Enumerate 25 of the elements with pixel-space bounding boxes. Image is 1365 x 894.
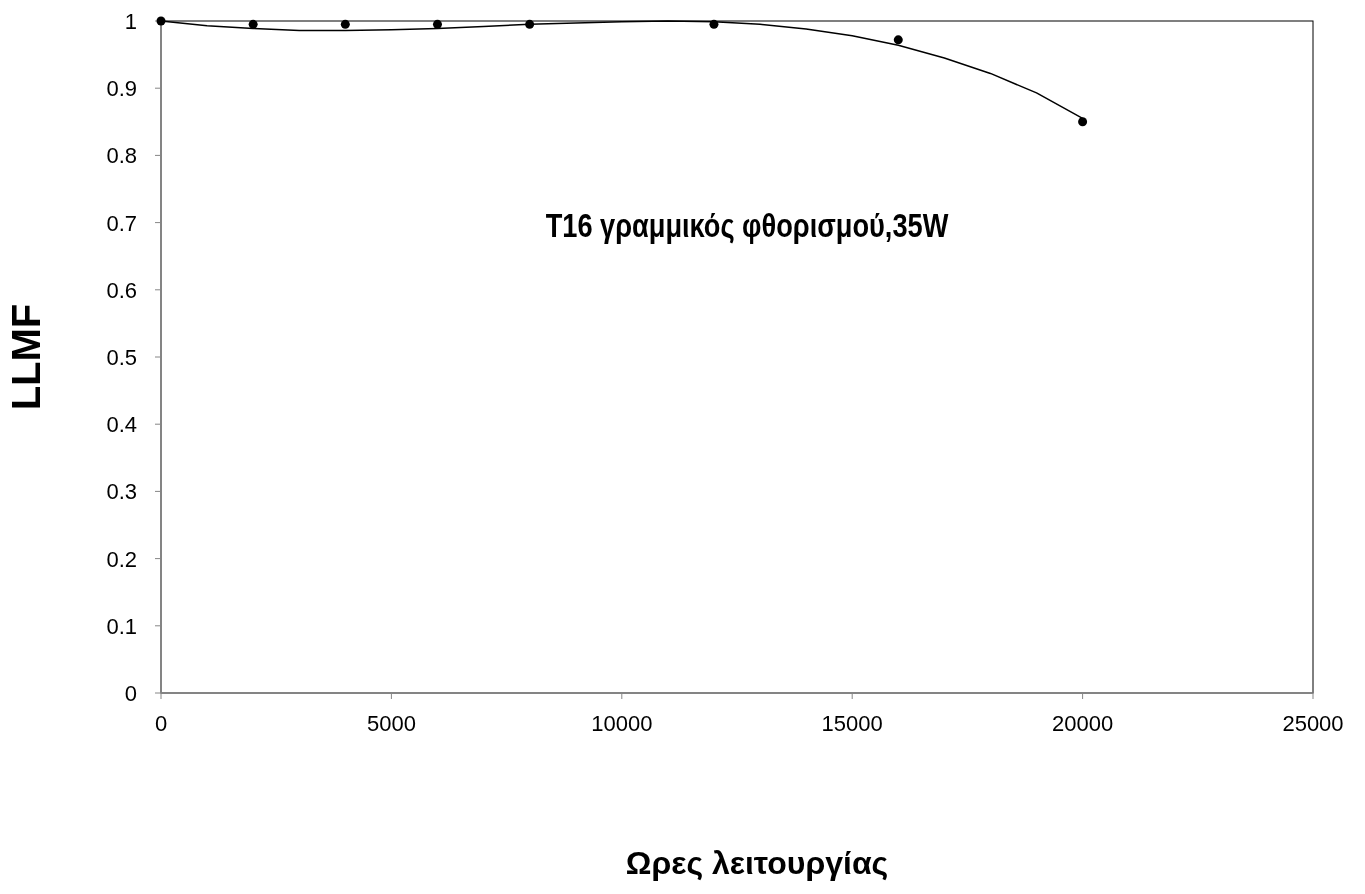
point xyxy=(432,19,442,29)
y-tick-label: 1 xyxy=(124,9,137,34)
y-tick-label: 0.6 xyxy=(106,277,137,303)
y-tick-label: 0.4 xyxy=(106,412,137,438)
y-tick-label: 0.1 xyxy=(106,613,137,639)
y-tick-label: 0.2 xyxy=(106,546,137,572)
x-tick-label: 10000 xyxy=(591,711,653,736)
x-tick-label: 5000 xyxy=(366,711,416,736)
point xyxy=(340,19,350,29)
y-axis-title: LLMF xyxy=(4,303,48,411)
point xyxy=(1078,117,1088,127)
x-tick-label: 0 xyxy=(154,711,168,736)
x-tick-label: 15000 xyxy=(821,711,883,736)
y-tick-label: 0.9 xyxy=(106,76,137,102)
x-tick-label: 20000 xyxy=(1052,711,1114,736)
y-tick-label: 0.7 xyxy=(106,210,137,236)
y-tick-label: 0.8 xyxy=(106,143,137,169)
y-tick-label: 0.3 xyxy=(106,479,137,505)
point xyxy=(248,19,258,29)
x-tick-label: 25000 xyxy=(1282,711,1344,736)
text: T16 γραμμικός φθορισμού,35W xyxy=(545,205,950,245)
y-tick-label: 0.5 xyxy=(106,345,137,370)
point xyxy=(893,35,903,45)
y-tick-label: 0 xyxy=(124,681,137,706)
x-axis-title: Ωρες λειτουργίας xyxy=(625,845,889,881)
